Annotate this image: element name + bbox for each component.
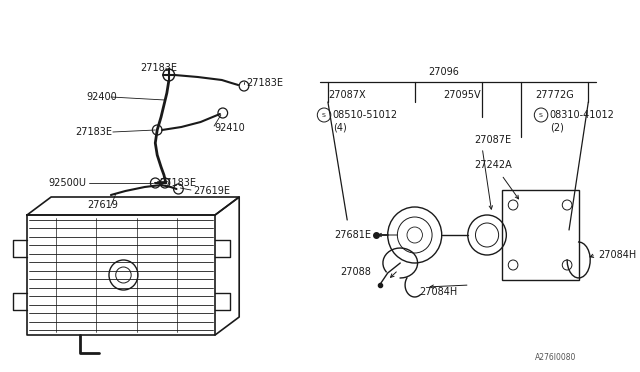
Text: 92400: 92400 (87, 92, 118, 102)
Text: 27084H: 27084H (598, 250, 636, 260)
Text: (4): (4) (333, 122, 346, 132)
Text: 27183E: 27183E (159, 178, 196, 188)
Text: 27183E: 27183E (246, 78, 283, 88)
Text: 08510-51012: 08510-51012 (333, 110, 398, 120)
Text: 27242A: 27242A (474, 160, 512, 170)
Bar (502, 190, 579, 280)
Text: 27183E: 27183E (76, 127, 112, 137)
Text: 27681E: 27681E (334, 230, 371, 240)
Text: (2): (2) (550, 122, 564, 132)
Text: 27619E: 27619E (193, 186, 230, 196)
Text: S: S (322, 112, 326, 118)
Text: 27619: 27619 (87, 200, 118, 210)
Text: 27772G: 27772G (535, 90, 574, 100)
Text: 92410: 92410 (214, 123, 245, 133)
Text: 27183E: 27183E (140, 63, 177, 73)
Text: 92500U: 92500U (48, 178, 86, 188)
Text: 27088: 27088 (340, 267, 371, 277)
Text: 27084H: 27084H (420, 287, 458, 297)
Text: 27096: 27096 (428, 67, 459, 77)
Text: A276I0080: A276I0080 (535, 353, 577, 362)
Text: S: S (539, 112, 543, 118)
Text: 27087X: 27087X (328, 90, 365, 100)
Text: 27095V: 27095V (444, 90, 481, 100)
Text: 08310-41012: 08310-41012 (550, 110, 614, 120)
Text: 27087E: 27087E (474, 135, 511, 145)
